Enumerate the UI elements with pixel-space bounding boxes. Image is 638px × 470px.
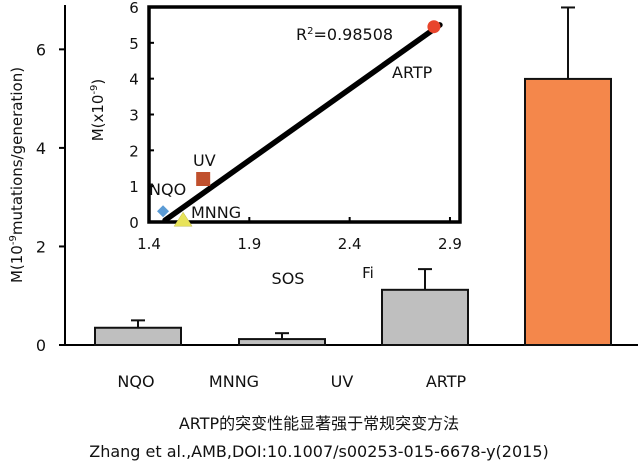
inset-x-tick-label-3: 2.9 — [438, 235, 462, 253]
fi-label: Fi — [362, 264, 374, 282]
inset-x-tick-label-2: 2.4 — [338, 235, 362, 253]
point-uv — [196, 172, 211, 186]
main-y-tick-label-2: 4 — [36, 139, 46, 158]
point-label-uv: UV — [193, 151, 216, 170]
inset-background — [147, 5, 462, 224]
main-x-tick-label-1: MNNG — [209, 372, 259, 391]
inset-y-tick-label-5: 5 — [129, 35, 139, 53]
main-x-tick-label-3: ARTP — [426, 372, 467, 391]
main-y-tick-label-3: 6 — [36, 40, 46, 59]
point-nqo — [157, 205, 170, 218]
main-y-axis-label: M(10-9mutations/generation) — [8, 67, 26, 283]
main-y-tick-label-1: 2 — [36, 237, 46, 256]
main-y-tick-label-0: 0 — [36, 336, 46, 355]
inset-x-tick-label-0: 1.4 — [137, 235, 161, 253]
point-label-nqo: NQO — [149, 180, 186, 199]
bar-uv — [381, 288, 469, 346]
main-x-tick-label-2: UV — [331, 372, 354, 391]
inset-y-tick-label-0: 0 — [129, 214, 139, 232]
fit-line — [162, 22, 443, 223]
caption-line1: ARTP的突变性能显著强于常规突变方法 — [178, 414, 460, 433]
point-label-mnng: MNNG — [191, 203, 241, 222]
inset-y-tick-label-3: 3 — [129, 107, 139, 125]
caption-line2: Zhang et al.,AMB,DOI:10.1007/s00253-015-… — [89, 442, 549, 461]
point-artp — [427, 20, 441, 34]
inset-y-tick-label-4: 4 — [129, 71, 139, 89]
inset-y-axis-label: M(x10-9) — [89, 79, 107, 142]
main-x-tick-label-0: NQO — [117, 372, 154, 391]
point-label-artp: ARTP — [392, 63, 433, 82]
bar-artp — [524, 77, 612, 346]
inset-y-tick-label-6: 6 — [129, 0, 139, 17]
inset-y-tick-label-2: 2 — [129, 142, 139, 160]
bar-mnng — [238, 338, 326, 346]
inset-x-axis-label: SOS — [272, 269, 305, 288]
point-mnng — [173, 211, 193, 227]
bar-nqo — [94, 326, 182, 347]
inset-y-tick-label-1: 1 — [129, 178, 139, 196]
inset-x-tick-label-1: 1.9 — [237, 235, 261, 253]
r-squared-label: R2=0.98508 — [296, 25, 393, 44]
